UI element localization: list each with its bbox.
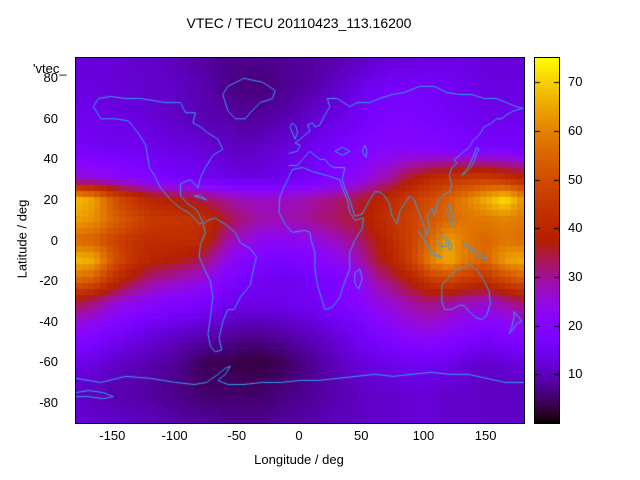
- colorbar-tick-label: 40: [568, 220, 583, 236]
- y-tick-label: 80: [43, 70, 58, 86]
- colorbar-tick-label: 70: [568, 74, 583, 90]
- colorbar-tick-label: 30: [568, 269, 583, 284]
- colorbar-tick-label: 50: [568, 171, 583, 187]
- y-tick-label: -20: [39, 273, 58, 289]
- colorbar: [534, 57, 560, 424]
- heatmap-canvas: [76, 58, 524, 423]
- colorbar-tick-label: 20: [568, 317, 583, 333]
- plot-area: [75, 57, 525, 424]
- y-tick-label: -40: [39, 313, 58, 329]
- y-tick-label: 20: [43, 191, 58, 207]
- y-tick-label: 60: [43, 110, 58, 126]
- chart-title: VTEC / TECU 20110423_113.16200: [186, 15, 412, 31]
- x-tick-label: 50: [353, 428, 369, 443]
- key-label: 'vtec_: [33, 61, 67, 76]
- colorbar-canvas: [535, 58, 559, 423]
- colorbar-tick-label: 60: [568, 123, 583, 138]
- x-tick-label: 150: [474, 428, 497, 443]
- y-tick-label: 40: [43, 151, 58, 167]
- x-tick-label: -100: [161, 428, 188, 443]
- y-tick-label: 0: [50, 232, 58, 248]
- y-tick-label: -60: [39, 354, 58, 370]
- x-tick-label: -150: [99, 428, 126, 443]
- x-tick-label: 100: [412, 428, 435, 443]
- x-tick-label: 0: [295, 428, 303, 443]
- x-tick-label: -50: [227, 428, 247, 443]
- x-axis-label: Longitude / deg: [254, 452, 344, 467]
- colorbar-tick-label: 10: [568, 366, 583, 382]
- y-tick-label: -80: [39, 394, 58, 410]
